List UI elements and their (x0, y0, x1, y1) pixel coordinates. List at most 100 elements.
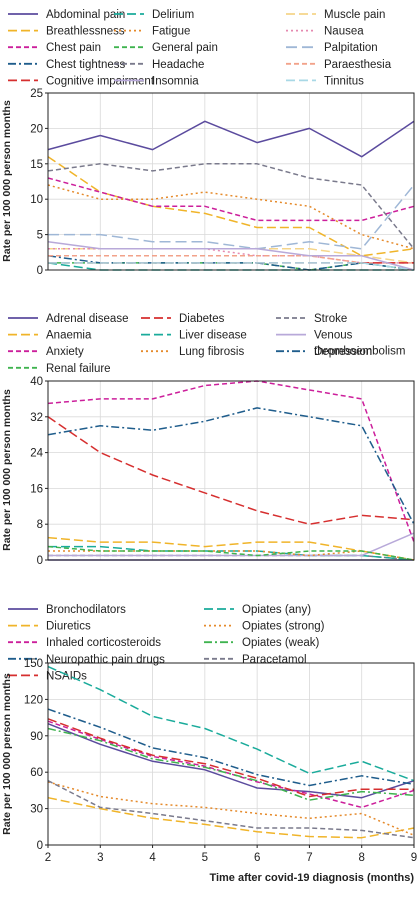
y-tick-label: 8 (37, 519, 43, 531)
legend-item-lung-fibrosis: Lung fibrosis (141, 346, 244, 358)
legend-item-palpitation: Palpitation (286, 42, 378, 54)
chart-panel-3: Bronchodilators Opiates (any) Diuretics Opi… (1, 604, 417, 884)
series-line-opiates-strong (47, 781, 415, 836)
x-tick-label: 3 (97, 852, 103, 864)
chart-panel-2: Adrenal disease Diabetes Stroke Anaemia Live… (1, 313, 415, 567)
series-line-inhaled-corticosteroids (47, 720, 415, 809)
legend-item-fatigue: Fatigue (114, 26, 190, 38)
legend-label: Depression (314, 346, 372, 358)
y-tick-label: 16 (30, 483, 43, 495)
legend-label: Neuropathic pain drugs (46, 654, 165, 666)
y-axis-label: Rate per 100 000 person months (1, 100, 13, 262)
y-tick-label: 20 (30, 123, 43, 135)
legend-item-chest-tightness: Chest tightness (8, 59, 126, 71)
y-tick-label: 32 (30, 412, 43, 424)
series-line-renal-failure (47, 545, 415, 561)
legend-item-headache: Headache (114, 59, 204, 71)
series-line-paraesthesia (48, 255, 414, 264)
y-axis-label: Rate per 100 000 person months (1, 389, 13, 551)
plot-frame (47, 380, 415, 561)
legend-label: Headache (152, 59, 204, 71)
legend-label: Lung fibrosis (179, 346, 244, 358)
y-tick-label: 0 (37, 265, 43, 277)
legend-item-anaemia: Anaemia (8, 330, 92, 342)
legend-label: Anaemia (46, 330, 92, 342)
series-line-diuretics (47, 796, 415, 839)
y-tick-label: 0 (37, 555, 43, 567)
y-tick-label: 24 (30, 448, 43, 460)
series-line-anaemia (47, 536, 415, 561)
series-line-palpitation (48, 184, 415, 250)
x-tick-label: 5 (202, 852, 208, 864)
series-line-opiates-any (47, 665, 415, 782)
legend-label: Opiates (any) (242, 604, 311, 616)
series-line-anxiety (47, 380, 415, 543)
legend-item-opiates-strong: Opiates (strong) (204, 621, 325, 633)
series-line-chest-pain (47, 177, 415, 222)
y-axis-label: Rate per 100 000 person months (1, 673, 13, 835)
legend-2: Adrenal disease Diabetes Stroke Anaemia Live… (8, 313, 405, 375)
legend-item-abdominal-pain: Abdominal pain (8, 9, 125, 21)
y-tick-label: 10 (30, 194, 43, 206)
legend-item-opiates-any: Opiates (any) (204, 604, 311, 616)
series-line-breathlessness (47, 156, 415, 257)
legend-label: Paraesthesia (324, 59, 392, 71)
legend-item-cognitive-impairment: Cognitive impairment (8, 75, 155, 87)
legend-label: Opiates (weak) (242, 637, 320, 649)
legend-label: Tinnitus (324, 75, 364, 87)
y-tick-label: 15 (30, 159, 43, 171)
series-line-insomnia (47, 240, 415, 271)
y-tick-label: 5 (37, 230, 43, 242)
series-line-neuropathic-pain-drugs (47, 708, 415, 787)
legend-item-breathlessness: Breathlessness (8, 26, 125, 38)
legend-label: Fatigue (152, 26, 190, 38)
legend-label: Adrenal disease (46, 313, 128, 325)
y-tick-label: 30 (30, 804, 43, 816)
legend-item-anxiety: Anxiety (8, 346, 84, 358)
series-line-opiates-weak (47, 727, 415, 801)
x-tick-label: 4 (149, 852, 156, 864)
legend-item-tinnitus: Tinnitus (286, 75, 364, 87)
y-tick-label: 150 (24, 658, 43, 670)
legend-item-stroke: Stroke (276, 313, 347, 325)
series-line-fatigue (47, 184, 415, 250)
y-tick-label: 60 (30, 767, 43, 779)
legend-item-opiates-weak: Opiates (weak) (204, 637, 320, 649)
legend-item-chest-pain: Chest pain (8, 42, 101, 54)
plot-frame (47, 92, 415, 271)
legend-label: Cognitive impairment (46, 75, 155, 87)
y-tick-label: 40 (30, 376, 43, 388)
series-line-bronchodilators (47, 723, 415, 799)
legend-label: Venous thromboembolism (314, 330, 405, 358)
legend-item-venous-thromboembolism: Venous thromboembolism (276, 330, 405, 358)
x-tick-label: 2 (45, 852, 51, 864)
series-line-headache (47, 163, 415, 250)
legend-label: Nausea (324, 26, 364, 38)
legend-label: Abdominal pain (46, 9, 125, 21)
x-tick-label: 8 (359, 852, 365, 864)
legend-item-muscle-pain: Muscle pain (286, 9, 385, 21)
legend-item-adrenal-disease: Adrenal disease (8, 313, 128, 325)
legend-label: Palpitation (324, 42, 378, 54)
series-line-diabetes (47, 416, 415, 525)
x-tick-label: 7 (306, 852, 312, 864)
plot-frame (47, 662, 415, 846)
legend-label: Diabetes (179, 313, 225, 325)
legend-label: Liver disease (179, 330, 247, 342)
series-line-abdominal-pain (47, 120, 415, 158)
series-lines-3 (47, 665, 415, 839)
series-line-venous-thromboembolism (48, 532, 415, 557)
legend-1: Abdominal pain Delirium Muscle pain Breathl… (8, 9, 392, 87)
legend-item-insomnia: Insomnia (114, 75, 199, 87)
legend-item-general-pain: General pain (114, 42, 218, 54)
legend-label: Opiates (strong) (242, 621, 325, 633)
series-lines-1 (47, 120, 415, 271)
legend-label: Muscle pain (324, 9, 385, 21)
legend-label: Diuretics (46, 621, 91, 633)
y-tick-label: 25 (30, 88, 43, 100)
legend-item-paraesthesia: Paraesthesia (286, 59, 392, 71)
y-tick-label: 0 (37, 840, 43, 852)
chart-panel-1: Abdominal pain Delirium Muscle pain Breathl… (1, 9, 415, 277)
legend-label: Insomnia (152, 75, 199, 87)
